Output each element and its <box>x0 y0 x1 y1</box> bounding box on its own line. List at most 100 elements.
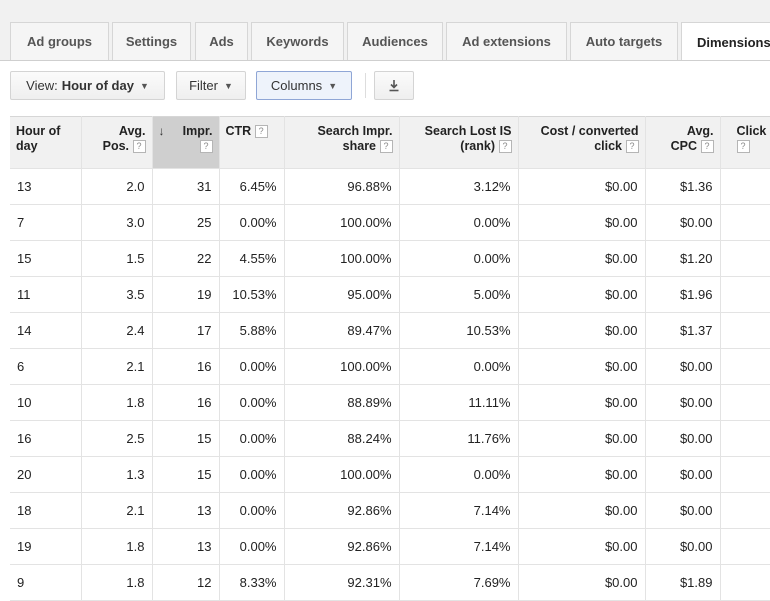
table-row[interactable]: 6 2.1 16 0.00% 100.00% 0.00% $0.00 $0.00 <box>10 348 770 385</box>
col-header-label: share <box>342 139 377 153</box>
help-icon[interactable]: ? <box>625 140 639 154</box>
cell-avg-pos: 2.0 <box>81 168 153 205</box>
cell-hour: 13 <box>10 168 82 205</box>
tab-ad-extensions[interactable]: Ad extensions <box>446 22 567 60</box>
cell-search-impr-share: 100.00% <box>284 240 400 277</box>
cell-search-lost-is: 7.69% <box>399 564 519 601</box>
help-icon[interactable]: ? <box>379 140 393 154</box>
help-icon[interactable]: ? <box>132 140 146 154</box>
table-row[interactable]: 14 2.4 17 5.88% 89.47% 10.53% $0.00 $1.37 <box>10 312 770 349</box>
download-button[interactable] <box>374 71 414 100</box>
table-row[interactable]: 16 2.5 15 0.00% 88.24% 11.76% $0.00 $0.00 <box>10 420 770 457</box>
cell-ctr: 4.55% <box>219 240 285 277</box>
tab-ad-groups[interactable]: Ad groups <box>10 22 109 60</box>
cell-avg-cpc: $0.00 <box>645 492 721 529</box>
tab-keywords[interactable]: Keywords <box>251 22 344 60</box>
table-row[interactable]: 19 1.8 13 0.00% 92.86% 7.14% $0.00 $0.00 <box>10 528 770 565</box>
cell-hour: 18 <box>10 492 82 529</box>
cell-impr: 15 <box>152 456 220 493</box>
cell-avg-pos: 3.0 <box>81 204 153 241</box>
help-icon[interactable]: ? <box>736 140 750 154</box>
col-header-click[interactable]: Click ? <box>720 116 770 169</box>
col-header-impr[interactable]: ↓ Impr. ? <box>152 116 220 169</box>
help-icon[interactable]: ? <box>498 140 512 154</box>
cell-hour: 10 <box>10 384 82 421</box>
cell-hour: 7 <box>10 204 82 241</box>
cell-avg-pos: 1.5 <box>81 240 153 277</box>
col-header-search-lost-is-rank[interactable]: Search Lost IS (rank) ? <box>399 116 519 169</box>
table-row[interactable]: 18 2.1 13 0.00% 92.86% 7.14% $0.00 $0.00 <box>10 492 770 529</box>
cell-hour: 19 <box>10 528 82 565</box>
cell-avg-cpc: $1.96 <box>645 276 721 313</box>
col-header-hour-of-day[interactable]: Hour of day <box>10 116 82 169</box>
col-header-avg-cpc[interactable]: Avg. CPC ? <box>645 116 721 169</box>
cell-impr: 13 <box>152 528 220 565</box>
view-value: Hour of day <box>61 78 134 93</box>
cell-hour: 11 <box>10 276 82 313</box>
cell-search-lost-is: 0.00% <box>399 348 519 385</box>
tab-dimensions[interactable]: Dimensions <box>681 22 770 61</box>
cell-hour: 16 <box>10 420 82 457</box>
col-header-cost-per-converted-click[interactable]: Cost / converted click ? <box>518 116 646 169</box>
tab-bar: Ad groups Settings Ads Keywords Audience… <box>0 0 770 61</box>
table-row[interactable]: 10 1.8 16 0.00% 88.89% 11.11% $0.00 $0.00 <box>10 384 770 421</box>
cell-search-impr-share: 100.00% <box>284 204 400 241</box>
table-row[interactable]: 9 1.8 12 8.33% 92.31% 7.69% $0.00 $1.89 <box>10 564 770 601</box>
toolbar-separator <box>365 73 366 98</box>
help-icon[interactable]: ? <box>199 140 213 154</box>
tab-auto-targets[interactable]: Auto targets <box>570 22 678 60</box>
col-header-label: Search Lost IS <box>424 124 512 138</box>
columns-dropdown[interactable]: Columns ▼ <box>256 71 352 100</box>
view-prefix: View: <box>26 78 58 93</box>
col-header-label: Hour of <box>16 124 61 138</box>
col-header-avg-pos[interactable]: Avg. Pos. ? <box>81 116 153 169</box>
cell-impr: 19 <box>152 276 220 313</box>
col-header-ctr[interactable]: CTR ? <box>219 116 285 169</box>
cell-impr: 17 <box>152 312 220 349</box>
cell-ctr: 5.88% <box>219 312 285 349</box>
col-header-label: Impr. <box>182 124 213 138</box>
cell-avg-pos: 2.1 <box>81 348 153 385</box>
tab-ads[interactable]: Ads <box>195 22 248 60</box>
cell-ctr: 0.00% <box>219 384 285 421</box>
help-icon[interactable]: ? <box>700 140 714 154</box>
cell-search-lost-is: 0.00% <box>399 456 519 493</box>
columns-label: Columns <box>270 78 323 93</box>
cell-avg-pos: 2.4 <box>81 312 153 349</box>
table-row[interactable]: 7 3.0 25 0.00% 100.00% 0.00% $0.00 $0.00 <box>10 204 770 241</box>
cell-avg-pos: 3.5 <box>81 276 153 313</box>
cell-impr: 16 <box>152 348 220 385</box>
table-body: 13 2.0 31 6.45% 96.88% 3.12% $0.00 $1.36 7 3.0 25 0… <box>10 168 770 601</box>
cell-cost-per-converted-click: $0.00 <box>518 204 646 241</box>
toolbar: View: Hour of day ▼ Filter ▼ Columns ▼ <box>0 61 770 109</box>
tab-settings[interactable]: Settings <box>112 22 191 60</box>
view-dropdown[interactable]: View: Hour of day ▼ <box>10 71 165 100</box>
tab-audiences[interactable]: Audiences <box>347 22 443 60</box>
dimensions-table: Hour of day Avg. Pos. ? ↓ Impr. ? CTR ? … <box>10 116 770 601</box>
cell-search-lost-is: 11.76% <box>399 420 519 457</box>
cell-search-lost-is: 3.12% <box>399 168 519 205</box>
filter-dropdown[interactable]: Filter ▼ <box>176 71 246 100</box>
cell-search-impr-share: 100.00% <box>284 456 400 493</box>
cell-search-lost-is: 0.00% <box>399 240 519 277</box>
table-row[interactable]: 11 3.5 19 10.53% 95.00% 5.00% $0.00 $1.96 <box>10 276 770 313</box>
cell-search-impr-share: 88.24% <box>284 420 400 457</box>
table-row[interactable]: 15 1.5 22 4.55% 100.00% 0.00% $0.00 $1.20 <box>10 240 770 277</box>
cell-avg-pos: 2.5 <box>81 420 153 457</box>
chevron-down-icon: ▼ <box>223 80 233 91</box>
chevron-down-icon: ▼ <box>139 80 149 91</box>
col-header-label: CPC <box>670 139 698 153</box>
cell-avg-cpc: $1.89 <box>645 564 721 601</box>
table-row[interactable]: 20 1.3 15 0.00% 100.00% 0.00% $0.00 $0.00 <box>10 456 770 493</box>
cell-search-lost-is: 10.53% <box>399 312 519 349</box>
help-icon[interactable]: ? <box>254 125 268 139</box>
cell-impr: 31 <box>152 168 220 205</box>
cell-cost-per-converted-click: $0.00 <box>518 312 646 349</box>
col-header-search-impr-share[interactable]: Search Impr. share ? <box>284 116 400 169</box>
cell-click <box>720 384 770 421</box>
cell-search-impr-share: 88.89% <box>284 384 400 421</box>
sort-descending-icon: ↓ <box>158 124 165 138</box>
cell-click <box>720 528 770 565</box>
tab-divider <box>0 60 770 61</box>
table-row[interactable]: 13 2.0 31 6.45% 96.88% 3.12% $0.00 $1.36 <box>10 168 770 205</box>
